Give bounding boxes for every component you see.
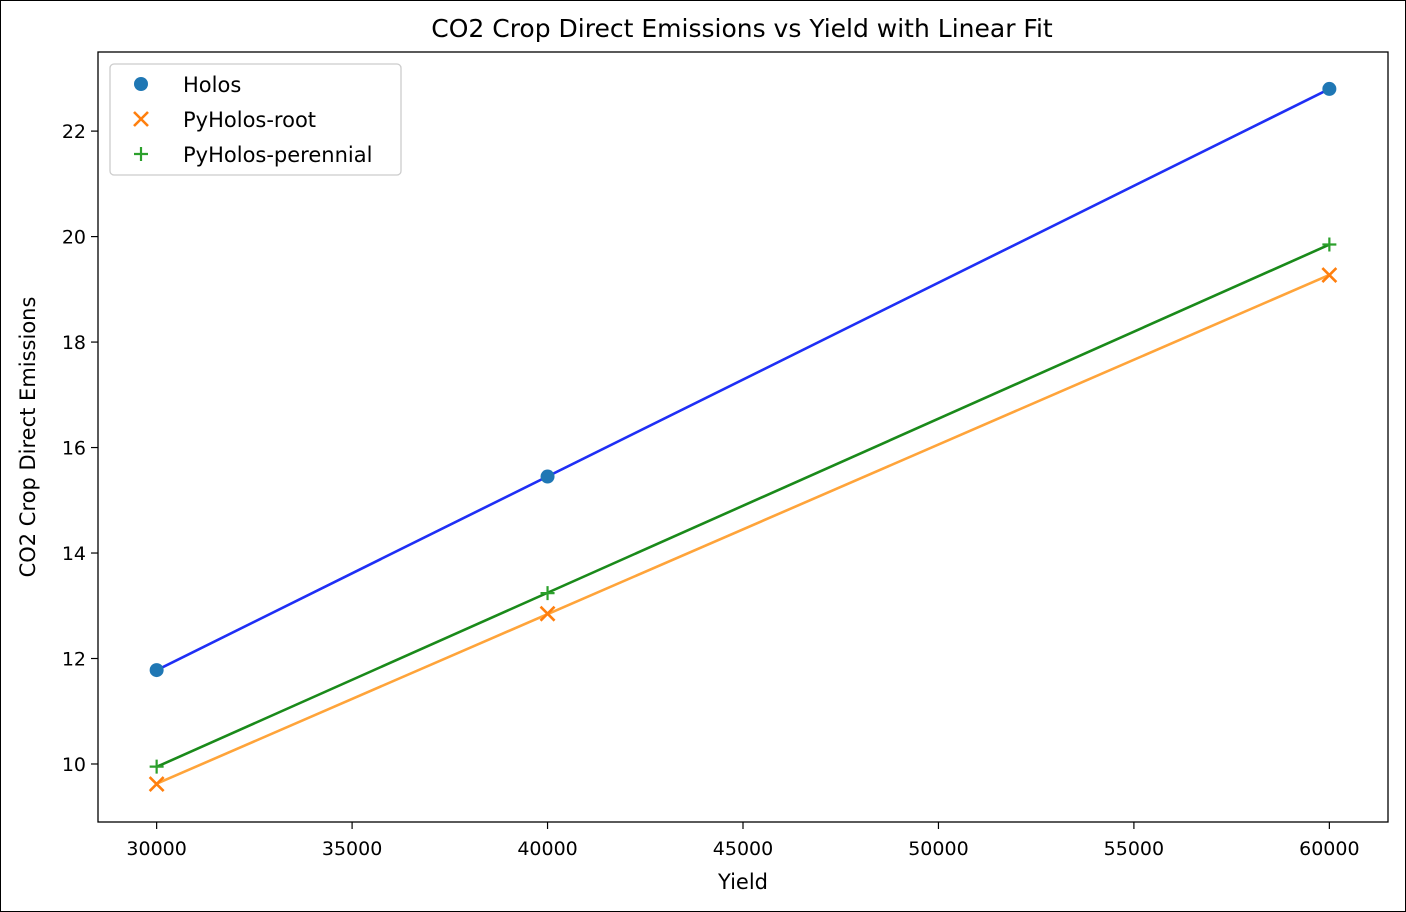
legend-label-pyholos-root: PyHolos-root	[183, 108, 316, 132]
y-tick-label: 22	[62, 121, 86, 143]
y-tick-label: 20	[62, 227, 86, 249]
x-tick-label: 40000	[517, 838, 577, 860]
x-tick-label: 55000	[1104, 838, 1164, 860]
x-tick-label: 30000	[126, 838, 186, 860]
y-tick-label: 12	[62, 649, 86, 671]
y-tick-label: 10	[62, 754, 86, 776]
fit-line-pyholos-root	[156, 273, 1330, 785]
y-tick-label: 18	[62, 332, 86, 354]
x-tick-label: 45000	[713, 838, 773, 860]
fit-line-holos	[156, 87, 1330, 672]
point-pyholos-perennial	[540, 586, 555, 601]
fit-line-pyholos-perennial	[156, 243, 1330, 769]
x-axis-label: Yield	[717, 870, 768, 894]
point-holos	[540, 469, 555, 484]
x-tick-label: 60000	[1299, 838, 1359, 860]
x-axis-ticks: 30000 35000 40000 45000 50000 55000 60000	[126, 822, 1360, 860]
legend-marker-pyholos-perennial	[134, 147, 148, 161]
point-pyholos-perennial	[1322, 237, 1337, 252]
legend: Holos PyHolos-root PyHolos-perennial	[109, 63, 402, 176]
point-pyholos-root	[148, 776, 165, 792]
data-markers	[148, 81, 1338, 792]
legend-marker-pyholos-root	[133, 111, 149, 127]
plot-area	[97, 51, 1389, 823]
chart-title: CO2 Crop Direct Emissions vs Yield with …	[431, 14, 1053, 43]
point-pyholos-root	[539, 605, 556, 622]
legend-label-pyholos-perennial: PyHolos-perennial	[183, 143, 372, 167]
legend-box	[109, 63, 402, 176]
y-tick-label: 14	[62, 543, 86, 565]
legend-label-holos: Holos	[183, 73, 241, 97]
point-pyholos-perennial	[149, 759, 164, 774]
point-pyholos-root	[1321, 267, 1338, 284]
x-tick-label: 50000	[908, 838, 968, 860]
y-tick-label: 16	[62, 438, 86, 460]
x-tick-label: 35000	[322, 838, 382, 860]
y-axis-ticks: 10 12 14 16 18 20 22	[62, 121, 98, 776]
point-holos	[149, 663, 164, 678]
point-holos	[1322, 81, 1337, 96]
legend-marker-holos	[134, 77, 148, 91]
y-axis-label: CO2 Crop Direct Emissions	[16, 297, 40, 578]
fit-lines	[156, 87, 1330, 785]
